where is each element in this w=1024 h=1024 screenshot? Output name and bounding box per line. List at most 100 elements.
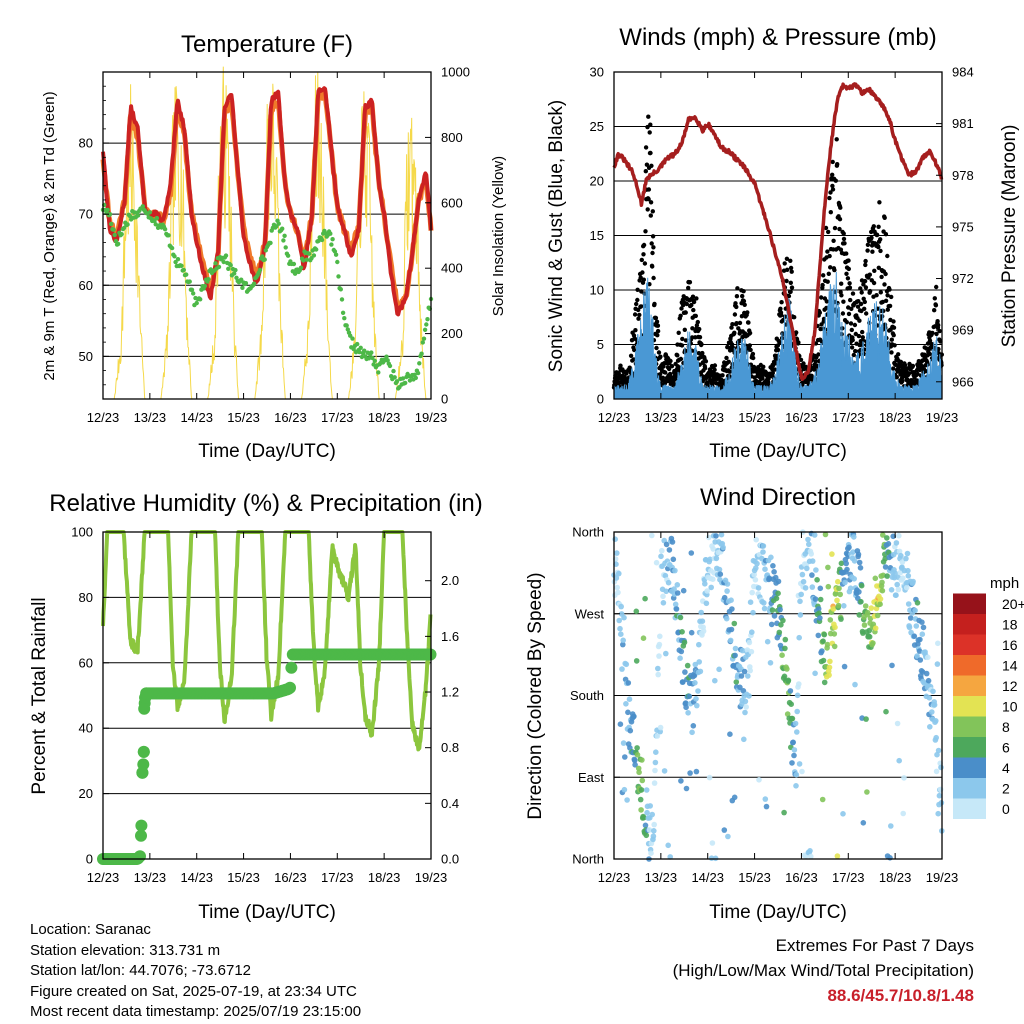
colorbar-label: 8 bbox=[1002, 719, 1010, 735]
relative-humidity-line bbox=[101, 530, 433, 752]
wind-direction-point bbox=[651, 828, 657, 834]
winds-y-tick-label: 10 bbox=[590, 283, 604, 298]
winds-x-tick-label: 18/23 bbox=[879, 410, 912, 425]
gust-point bbox=[934, 331, 939, 337]
wind-direction-point bbox=[892, 570, 898, 576]
wind-direction-point bbox=[742, 698, 749, 705]
gust-point bbox=[645, 207, 650, 212]
gust-point bbox=[869, 235, 874, 240]
gust-point bbox=[887, 303, 893, 309]
wind-direction-point bbox=[713, 533, 719, 539]
gust-point bbox=[647, 282, 652, 287]
wind-direction-point bbox=[850, 549, 856, 555]
gust-point bbox=[634, 301, 639, 307]
wind-direction-point bbox=[688, 629, 695, 636]
gust-point bbox=[792, 315, 797, 320]
dewpoint-point bbox=[125, 222, 130, 227]
gust-point bbox=[865, 242, 871, 247]
gust-point bbox=[867, 288, 873, 294]
wind-direction-point bbox=[792, 720, 799, 727]
colorbar-swatch bbox=[953, 593, 986, 614]
wind-direction-point bbox=[826, 672, 832, 678]
gust-point bbox=[647, 130, 652, 135]
wind-direction-point bbox=[631, 757, 638, 764]
dewpoint-point bbox=[355, 341, 360, 347]
wind-direction-point bbox=[771, 613, 778, 619]
gust-point bbox=[889, 337, 894, 342]
gust-point bbox=[855, 304, 861, 309]
wind-direction-point bbox=[856, 589, 862, 595]
humidity-x-tick-label: 16/23 bbox=[274, 870, 307, 885]
gust-point bbox=[643, 145, 649, 150]
wind-direction-point bbox=[896, 532, 902, 539]
winds-xlabel: Time (Day/UTC) bbox=[709, 441, 847, 462]
wind-direction-point bbox=[667, 854, 673, 860]
wind-direction-point bbox=[899, 559, 906, 565]
humidity-y-tick-label: 100 bbox=[71, 525, 93, 540]
dewpoint-point bbox=[345, 327, 350, 332]
gust-point bbox=[632, 312, 638, 317]
wind-direction-point bbox=[864, 789, 870, 795]
wind-direction-point bbox=[856, 612, 863, 618]
gust-point bbox=[733, 301, 738, 306]
wind-direction-point bbox=[633, 608, 640, 615]
wind-direction-point bbox=[821, 631, 828, 638]
wind-direction-point bbox=[623, 701, 629, 707]
gust-point bbox=[860, 335, 865, 340]
dewpoint-point bbox=[336, 274, 341, 279]
wind-direction-point bbox=[919, 619, 925, 625]
wind-direction-point bbox=[654, 733, 661, 739]
wind-direction-point bbox=[862, 603, 869, 609]
gust-point bbox=[697, 335, 703, 340]
wind-direction-point bbox=[855, 551, 862, 558]
gust-point bbox=[638, 304, 644, 309]
wind-direction-point bbox=[806, 541, 812, 548]
wind-direction-point bbox=[760, 543, 767, 549]
dewpoint-point bbox=[328, 231, 333, 236]
winds-y2-tick-label: 972 bbox=[952, 271, 974, 286]
colorbar-swatch bbox=[953, 757, 986, 778]
wind-direction-point bbox=[820, 657, 827, 664]
wind-direction-point bbox=[919, 631, 926, 637]
gust-point bbox=[863, 258, 868, 264]
dewpoint-point bbox=[147, 210, 153, 215]
temperature-y2-tick-label: 400 bbox=[441, 261, 463, 276]
dewpoint-point bbox=[226, 266, 231, 271]
wind-direction-point bbox=[636, 769, 642, 776]
wind-direction-point bbox=[815, 606, 822, 612]
wind-direction-point bbox=[674, 582, 681, 588]
wind-direction-point bbox=[799, 571, 806, 578]
wind-direction-point bbox=[638, 787, 645, 793]
gust-point bbox=[760, 376, 765, 381]
wind-direction-point bbox=[683, 704, 689, 711]
gust-point bbox=[856, 299, 861, 304]
gust-point bbox=[838, 247, 844, 252]
gust-point bbox=[668, 371, 673, 377]
gust-point bbox=[887, 287, 892, 292]
wind-direction-point bbox=[661, 768, 668, 774]
dewpoint-point bbox=[198, 297, 203, 302]
dewpoint-point bbox=[135, 213, 141, 218]
wind-direction-point bbox=[728, 626, 735, 633]
wind-direction-point bbox=[706, 534, 712, 541]
winds-y2-tick-label: 969 bbox=[952, 323, 974, 338]
dewpoint-point bbox=[260, 254, 265, 259]
dewpoint-point bbox=[413, 375, 418, 381]
humidity-y2-tick-label: 0.4 bbox=[441, 796, 459, 811]
wind-direction-point bbox=[898, 552, 904, 559]
gust-point bbox=[817, 310, 822, 315]
wind-direction-point bbox=[879, 587, 886, 594]
gust-point bbox=[850, 291, 856, 296]
precipitation-point bbox=[135, 829, 147, 842]
wind-direction-point bbox=[769, 607, 776, 613]
wind-direction-point bbox=[825, 583, 832, 590]
wind-direction-point bbox=[895, 586, 902, 593]
gust-point bbox=[712, 367, 717, 372]
wind-direction-point bbox=[743, 704, 749, 710]
wind-direction-point bbox=[916, 648, 923, 654]
temperature-x-tick-label: 12/23 bbox=[87, 410, 120, 425]
dewpoint-point bbox=[263, 248, 268, 253]
gust-point bbox=[894, 375, 899, 380]
wind-direction-point bbox=[808, 551, 814, 557]
humidity-x-tick-label: 19/23 bbox=[415, 870, 448, 885]
